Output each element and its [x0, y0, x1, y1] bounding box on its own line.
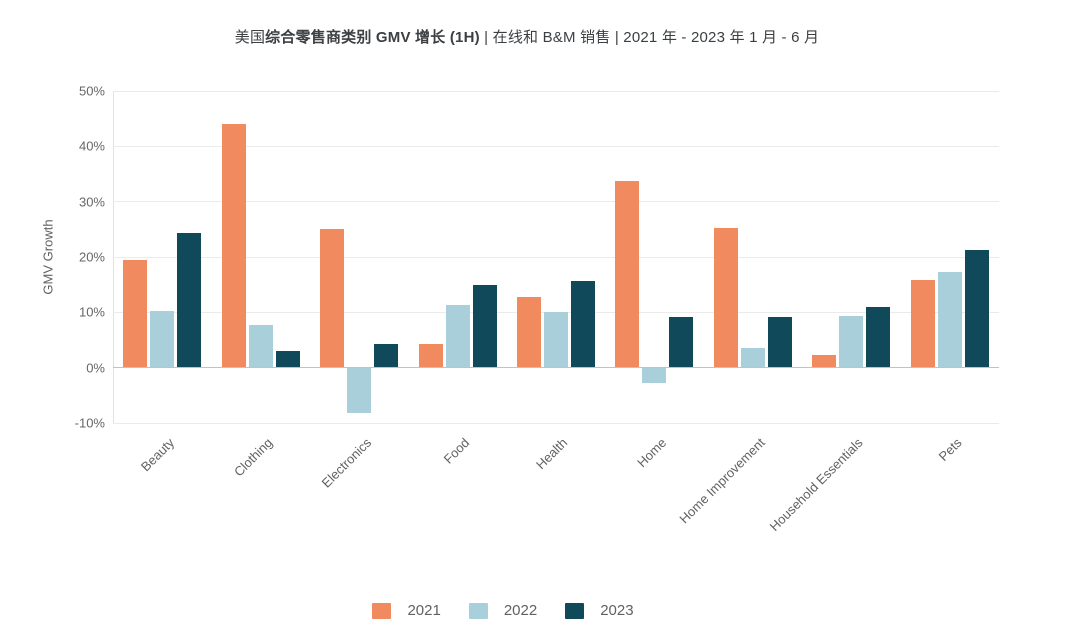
bar-2023-clothing	[275, 351, 300, 368]
bar-2022-electronics	[347, 367, 372, 414]
y-tick-label: 20%	[78, 249, 105, 265]
gridline	[113, 201, 999, 203]
y-tick-label: 10%	[78, 304, 105, 320]
y-tick-label: -10%	[74, 415, 105, 431]
bar-2021-household-essentials	[812, 355, 837, 368]
bar-2021-home-improvement	[713, 227, 738, 368]
bar-2022-health	[544, 312, 568, 368]
chart-title-bold: 综合零售商类别 GMV 增长 (1H)	[265, 29, 480, 46]
x-category-label: Home Improvement	[676, 435, 768, 527]
plot-area: 50% 40% 30% 20% 10% 0% -10% Beauty Clothing Elect…	[75, 84, 999, 534]
legend-label: 2023	[600, 602, 634, 619]
gridline	[113, 256, 999, 258]
bar-2022-pets	[937, 271, 962, 368]
y-tick-label: 40%	[78, 138, 105, 154]
bar-2023-beauty	[177, 232, 202, 368]
legend-item-2022: 2022	[468, 602, 538, 619]
chart-title-suffix: | 在线和 B&M 销售 | 2021 年 - 2023 年 1 月 - 6 月	[479, 29, 820, 46]
x-category-label: Beauty	[137, 435, 177, 475]
bar-2022-home-improvement	[740, 347, 765, 368]
bar-2021-electronics	[320, 229, 345, 368]
y-tick-label: 30%	[78, 194, 105, 210]
bar-2023-household-essentials	[866, 307, 891, 368]
x-category-label: Pets	[935, 435, 965, 465]
bar-2021-health	[517, 297, 541, 368]
bar-2021-beauty	[123, 260, 148, 368]
bar-2023-food	[472, 285, 497, 368]
bar-2023-home-improvement	[767, 316, 792, 368]
bar-2021-clothing	[221, 124, 246, 368]
x-category-label: Health	[533, 435, 571, 473]
legend-label: 2021	[407, 602, 441, 619]
legend: 2021 2022 2023	[0, 602, 1006, 619]
legend-label: 2022	[503, 602, 538, 619]
chart-title: 美国综合零售商类别 GMV 增长 (1H) | 在线和 B&M 销售 | 202…	[0, 26, 1054, 47]
zero-gridline	[113, 367, 999, 369]
bar-2022-food	[445, 304, 470, 368]
gridline	[113, 422, 999, 424]
bar-2022-clothing	[248, 325, 273, 368]
bar-2021-home	[615, 180, 640, 368]
bar-2023-pets	[964, 249, 989, 368]
y-tick-label: 50%	[78, 83, 105, 99]
legend-item-2023: 2023	[565, 602, 634, 619]
x-category-label: Home	[633, 435, 670, 471]
bar-2021-food	[418, 344, 443, 368]
bar-2022-household-essentials	[839, 315, 864, 368]
y-tick-label: 0%	[86, 360, 105, 376]
legend-item-2021: 2021	[372, 602, 441, 619]
x-category-label: Electronics	[318, 435, 374, 491]
y-axis-title: GMV Growth	[40, 219, 56, 295]
gridline	[113, 145, 999, 147]
x-category-label: Clothing	[230, 435, 276, 480]
legend-swatch-2022	[468, 602, 488, 619]
bar-2022-beauty	[150, 310, 175, 368]
legend-swatch-2023	[565, 602, 585, 619]
bar-2023-electronics	[374, 344, 399, 368]
bar-2023-home	[669, 317, 694, 368]
gridline	[113, 90, 999, 92]
bar-2023-health	[571, 281, 595, 368]
bar-2021-pets	[910, 279, 935, 368]
bar-2022-home	[642, 367, 667, 383]
x-category-label: Food	[440, 435, 473, 467]
legend-swatch-2021	[372, 602, 392, 619]
chart-title-prefix: 美国	[234, 29, 266, 46]
x-category-label: Household Essentials	[766, 435, 866, 535]
